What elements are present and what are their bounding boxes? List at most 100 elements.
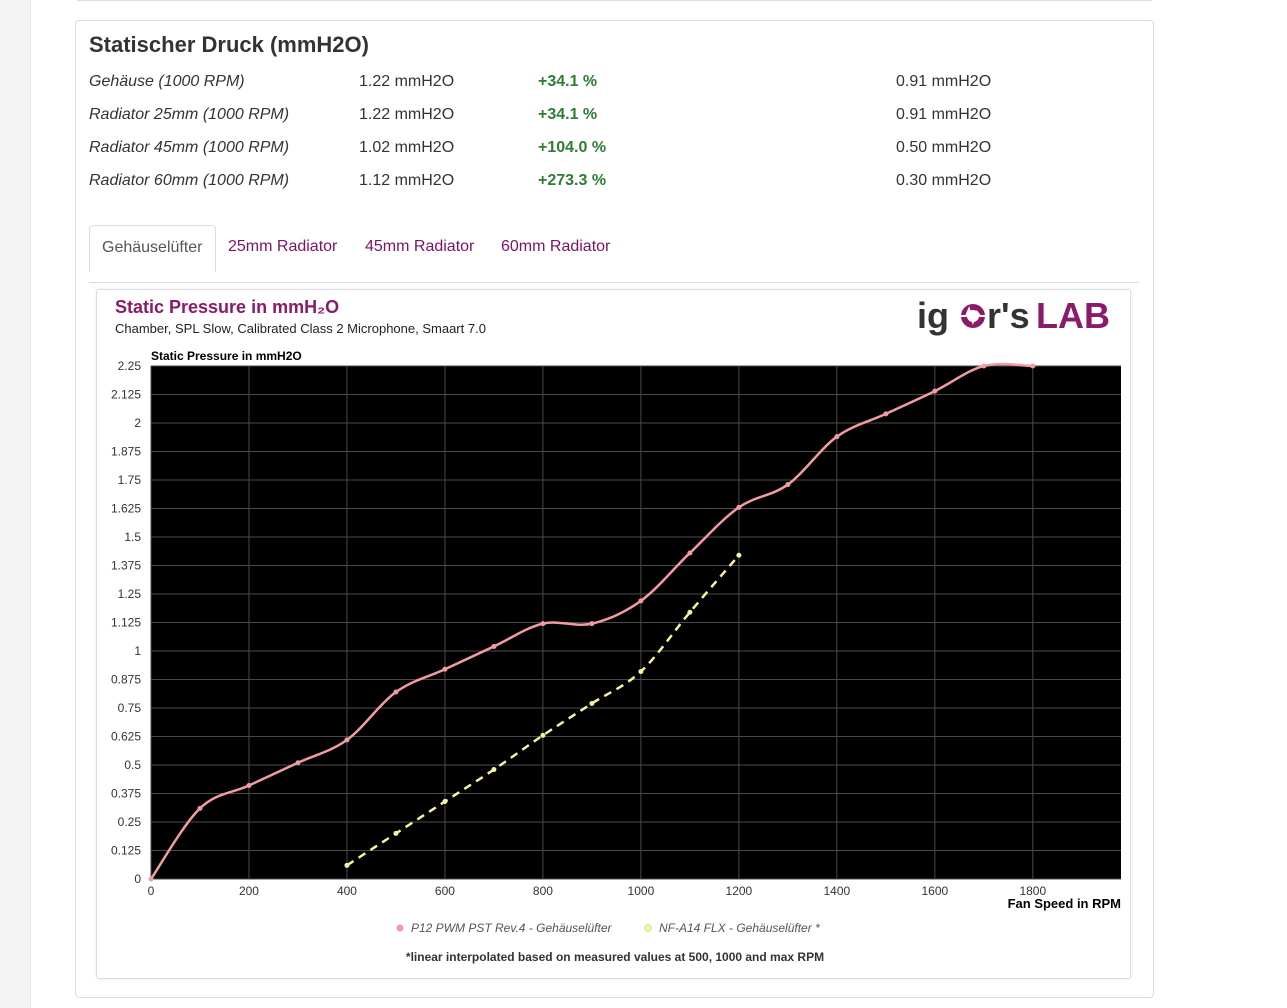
data-point xyxy=(295,760,301,766)
data-point xyxy=(393,689,399,695)
y-tick-label: 1.25 xyxy=(118,587,142,601)
x-tick-label: 0 xyxy=(148,884,155,898)
data-point xyxy=(883,411,889,417)
data-point xyxy=(638,598,644,604)
y-tick-label: 1.5 xyxy=(124,530,141,544)
stat-row: Gehäuse (1000 RPM) 1.22 mmH2O +34.1 % 0.… xyxy=(76,73,1153,99)
y-tick-label: 0.625 xyxy=(111,730,141,744)
data-point xyxy=(736,504,742,510)
legend-item[interactable]: P12 PWM PST Rev.4 - Gehäuselüfter xyxy=(411,921,613,935)
y-axis-label: Static Pressure in mmH2O xyxy=(151,349,302,363)
stat-label: Radiator 60mm (1000 RPM) xyxy=(89,172,290,189)
logo-text-ig: ig xyxy=(917,295,949,336)
x-tick-label: 200 xyxy=(239,884,259,898)
y-tick-label: 0 xyxy=(134,872,141,886)
x-tick-label: 1000 xyxy=(628,884,655,898)
y-tick-label: 2.125 xyxy=(111,388,141,402)
x-tick-label: 600 xyxy=(435,884,455,898)
stat-row: Radiator 45mm (1000 RPM) 1.02 mmH2O +104… xyxy=(76,139,1153,165)
y-tick-label: 1.375 xyxy=(111,559,141,573)
legend-marker xyxy=(396,924,404,932)
static-pressure-panel: Statischer Druck (mmH2O) Gehäuse (1000 R… xyxy=(75,20,1154,998)
stat-change: +273.3 % xyxy=(538,172,607,189)
data-point xyxy=(491,643,497,649)
y-tick-label: 1.875 xyxy=(111,445,141,459)
data-point xyxy=(344,862,350,868)
data-point xyxy=(932,388,938,394)
y-tick-label: 0.25 xyxy=(118,815,142,829)
data-point xyxy=(540,732,546,738)
legend-item[interactable]: NF-A14 FLX - Gehäuselüfter * xyxy=(659,921,820,935)
y-tick-label: 1.75 xyxy=(118,473,142,487)
pressure-chart: Static Pressure in mmH₂O Chamber, SPL Sl… xyxy=(111,295,1121,964)
data-point xyxy=(785,482,791,488)
stat-value: 1.22 mmH2O xyxy=(359,73,455,90)
data-point xyxy=(834,434,840,440)
x-tick-label: 1800 xyxy=(1019,884,1046,898)
chart-card: Static Pressure in mmH₂O Chamber, SPL Sl… xyxy=(96,289,1131,979)
data-point xyxy=(736,552,742,558)
y-tick-label: 1.125 xyxy=(111,616,141,630)
data-point xyxy=(442,666,448,672)
data-point xyxy=(344,737,350,743)
chart-footnote: *linear interpolated based on measured v… xyxy=(406,950,824,964)
data-point xyxy=(393,830,399,836)
stat-change: +34.1 % xyxy=(538,106,598,123)
data-point xyxy=(687,550,693,556)
y-tick-label: 0.875 xyxy=(111,673,141,687)
stat-reference: 0.50 mmH2O xyxy=(896,139,992,156)
igorslab-logo: ig r's LAB xyxy=(917,295,1110,336)
x-tick-label: 1400 xyxy=(824,884,851,898)
y-tick-label: 2.25 xyxy=(118,359,142,373)
tab-60mm-radiator[interactable]: 60mm Radiator xyxy=(501,238,611,255)
data-point xyxy=(687,609,693,615)
stat-row: Radiator 25mm (1000 RPM) 1.22 mmH2O +34.… xyxy=(76,106,1153,132)
stat-change: +34.1 % xyxy=(538,73,598,90)
section-title: Statischer Druck (mmH2O) xyxy=(89,32,369,57)
data-point xyxy=(981,363,987,369)
chart-title: Static Pressure in mmH₂O xyxy=(115,297,339,317)
x-tick-label: 1600 xyxy=(921,884,948,898)
logo-heart-icon xyxy=(959,304,987,328)
y-tick-label: 1.625 xyxy=(111,502,141,516)
data-point xyxy=(638,669,644,675)
data-point xyxy=(197,805,203,811)
y-tick-label: 0.375 xyxy=(111,787,141,801)
stat-label: Radiator 25mm (1000 RPM) xyxy=(89,106,290,123)
stat-row: Radiator 60mm (1000 RPM) 1.12 mmH2O +273… xyxy=(76,172,1153,198)
stat-value: 1.12 mmH2O xyxy=(359,172,455,189)
stat-reference: 0.91 mmH2O xyxy=(896,106,992,123)
y-tick-label: 1 xyxy=(134,644,141,658)
data-point xyxy=(246,783,252,789)
y-tick-label: 0.5 xyxy=(124,758,141,772)
stat-value: 1.22 mmH2O xyxy=(359,106,455,123)
stat-label: Radiator 45mm (1000 RPM) xyxy=(89,139,290,156)
tab-gehaeuseluefter[interactable]: Gehäuselüfter xyxy=(89,225,216,272)
stat-label: Gehäuse (1000 RPM) xyxy=(89,73,245,90)
stat-change: +104.0 % xyxy=(538,139,607,156)
chart-tabs: Gehäuselüfter 25mm Radiator 45mm Radiato… xyxy=(89,225,1139,283)
chart-subtitle: Chamber, SPL Slow, Calibrated Class 2 Mi… xyxy=(115,321,486,336)
stat-reference: 0.30 mmH2O xyxy=(896,172,992,189)
logo-text-lab: LAB xyxy=(1036,295,1110,336)
data-point xyxy=(442,798,448,804)
x-axis-label: Fan Speed in RPM xyxy=(1008,896,1121,911)
stat-reference: 0.91 mmH2O xyxy=(896,73,992,90)
tab-25mm-radiator[interactable]: 25mm Radiator xyxy=(228,238,338,255)
chart-legend: P12 PWM PST Rev.4 - Gehäuselüfter NF-A14… xyxy=(396,921,820,935)
x-tick-label: 800 xyxy=(533,884,553,898)
data-point xyxy=(148,876,154,882)
x-tick-label: 1200 xyxy=(726,884,753,898)
data-point xyxy=(540,621,546,627)
y-tick-label: 2 xyxy=(134,416,141,430)
series-line xyxy=(346,554,740,867)
tab-45mm-radiator[interactable]: 45mm Radiator xyxy=(365,238,475,255)
legend-marker xyxy=(644,924,652,932)
y-tick-label: 0.125 xyxy=(111,844,141,858)
y-tick-label: 0.75 xyxy=(118,701,142,715)
logo-text-rs: r's xyxy=(987,295,1030,336)
data-point xyxy=(589,700,595,706)
data-point xyxy=(589,621,595,627)
data-point xyxy=(1030,363,1036,369)
stat-value: 1.02 mmH2O xyxy=(359,139,455,156)
